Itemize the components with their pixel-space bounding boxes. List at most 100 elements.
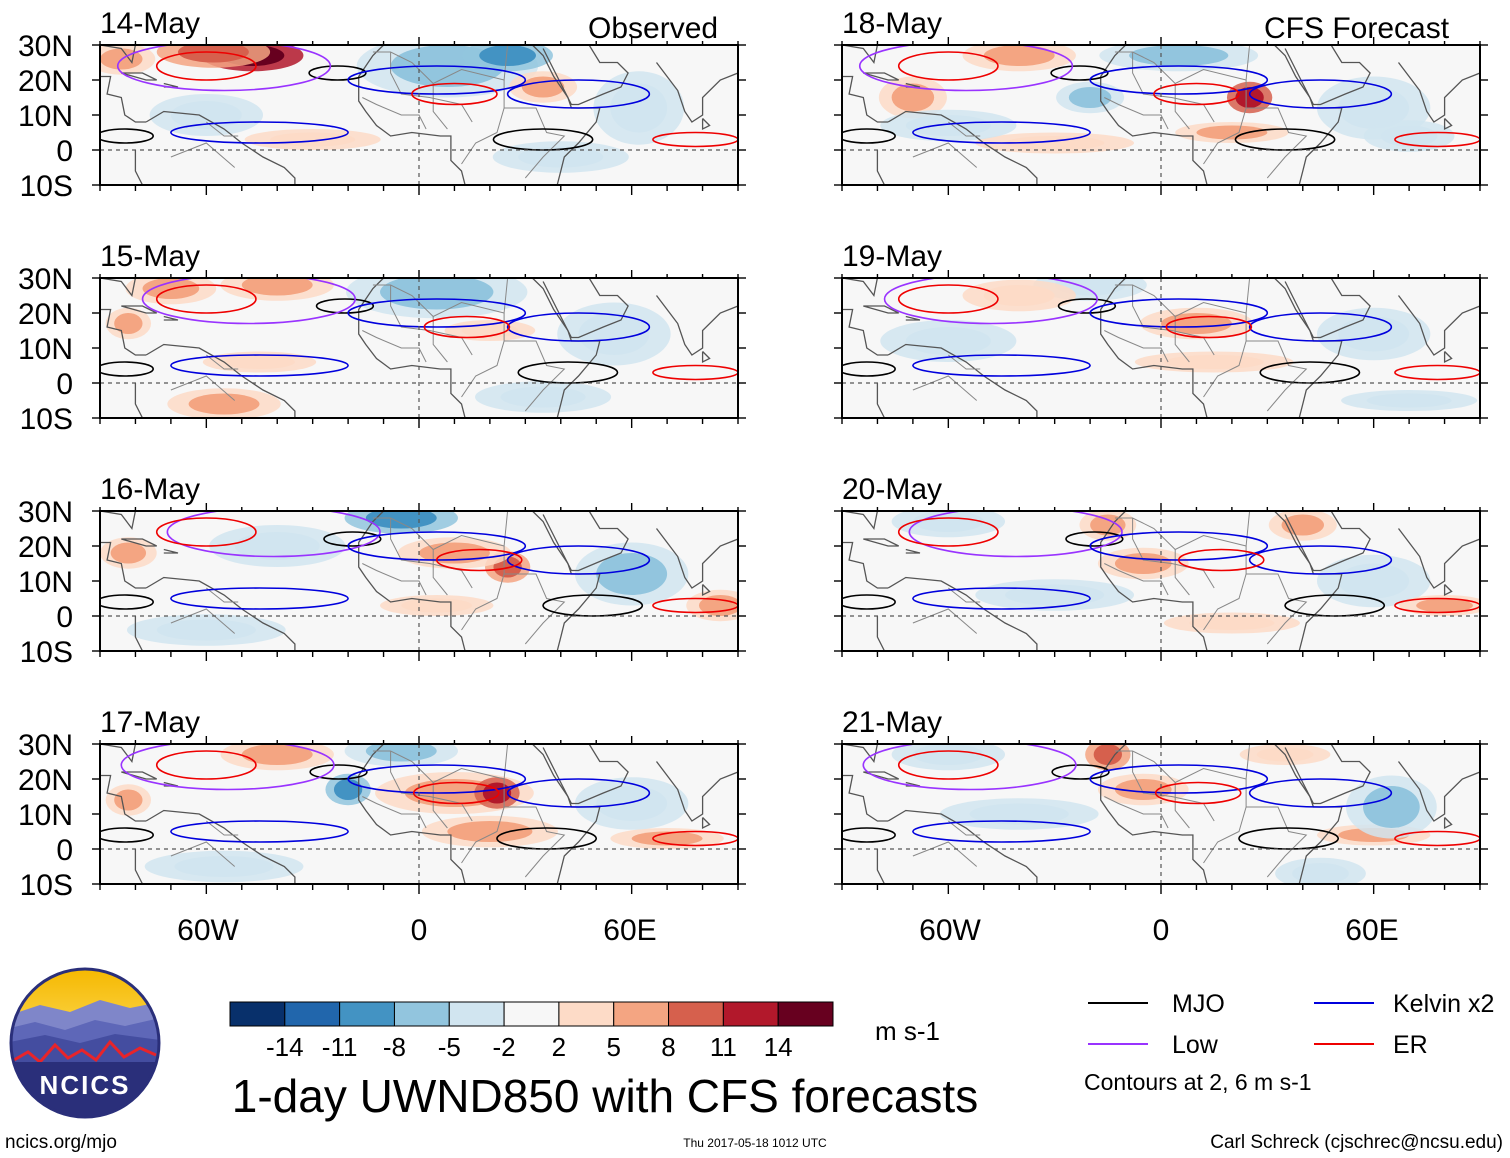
coastline bbox=[842, 278, 885, 298]
border bbox=[362, 796, 427, 829]
legend-label-mjo: MJO bbox=[1172, 990, 1225, 1018]
kelvin-contour bbox=[912, 121, 1091, 144]
anomaly-blob bbox=[983, 285, 1055, 306]
colorbar: -14 -11 -8 -5 -2 2 5 8 11 14 bbox=[229, 1001, 834, 1062]
border bbox=[1174, 782, 1190, 829]
anomaly-blob bbox=[521, 76, 565, 98]
border bbox=[390, 751, 473, 822]
low-contour bbox=[858, 45, 1074, 92]
er-contour bbox=[155, 284, 257, 314]
colorbar-tick-label: -2 bbox=[493, 1032, 516, 1062]
border bbox=[504, 573, 566, 645]
coastline bbox=[358, 45, 466, 185]
y-tick-label: 10S bbox=[20, 403, 73, 436]
colorbar-bin bbox=[722, 1001, 779, 1027]
y-tick-label: 10N bbox=[18, 100, 73, 133]
kelvin-contour bbox=[1248, 79, 1393, 109]
colorbar-tick-label: 11 bbox=[710, 1032, 737, 1062]
logo-text: NCICS bbox=[40, 1070, 131, 1100]
er-contour bbox=[1153, 82, 1240, 106]
y-tick-label: 20N bbox=[18, 531, 73, 564]
forecast-title: CFS Forecast bbox=[1264, 12, 1450, 45]
er-contour bbox=[1394, 597, 1480, 614]
border bbox=[432, 782, 448, 829]
coastline bbox=[1335, 658, 1339, 672]
coastline bbox=[655, 62, 738, 123]
border bbox=[1132, 285, 1215, 356]
border bbox=[912, 608, 978, 634]
coastline bbox=[1397, 761, 1480, 822]
x-tick-right-60e: 60E bbox=[1345, 914, 1398, 947]
colorbar-bin bbox=[229, 1001, 286, 1027]
border bbox=[947, 354, 981, 370]
coastline bbox=[1284, 744, 1371, 805]
coastline bbox=[593, 192, 597, 206]
border bbox=[362, 563, 427, 596]
coastline bbox=[163, 548, 179, 554]
er-contour bbox=[411, 82, 498, 106]
anomaly-blob bbox=[610, 83, 668, 133]
coastline bbox=[842, 45, 885, 65]
coastline bbox=[100, 744, 143, 764]
anomaly-blob bbox=[1189, 616, 1275, 630]
coastline bbox=[1284, 511, 1371, 572]
mjo-contour bbox=[100, 594, 154, 610]
observed-column: 30N20N10N010S14-May30N20N10N010S15-May30… bbox=[18, 7, 746, 902]
er-contour bbox=[652, 364, 738, 381]
anomaly-blob bbox=[1416, 598, 1473, 613]
y-tick-label: 0 bbox=[56, 135, 73, 168]
coastline bbox=[100, 308, 147, 356]
coastline bbox=[542, 511, 629, 572]
coastline bbox=[134, 616, 144, 651]
border bbox=[1104, 330, 1169, 363]
colorbar-tick-label: 5 bbox=[606, 1032, 620, 1062]
coastline bbox=[701, 584, 711, 597]
colorbar-bin bbox=[668, 1001, 724, 1027]
coastline bbox=[842, 541, 889, 589]
forecast-panel-19-May: 19-May bbox=[834, 240, 1488, 428]
border bbox=[205, 121, 239, 137]
coastline bbox=[863, 72, 899, 81]
colorbar-bin bbox=[339, 1001, 395, 1027]
mjo-contour bbox=[309, 764, 368, 780]
coastline bbox=[701, 118, 711, 131]
border bbox=[1246, 107, 1308, 179]
mjo-contour bbox=[1051, 764, 1110, 780]
er-contour bbox=[652, 830, 738, 847]
panel-date: 15-May bbox=[100, 240, 200, 273]
mjo-contour bbox=[1065, 531, 1124, 547]
anomaly-blob bbox=[234, 532, 320, 560]
x-tick-right-0: 0 bbox=[1153, 914, 1170, 947]
er-contour bbox=[1154, 781, 1242, 805]
coastline bbox=[1284, 278, 1371, 339]
coastline bbox=[863, 538, 899, 547]
y-tick-label: 0 bbox=[56, 601, 73, 634]
colorbar-bin bbox=[777, 1001, 834, 1027]
coastline bbox=[121, 305, 157, 314]
border bbox=[1246, 806, 1308, 878]
y-tick-label: 10S bbox=[20, 170, 73, 203]
coastline bbox=[542, 278, 629, 339]
mjo-contour bbox=[842, 827, 896, 843]
anomaly-blob bbox=[114, 313, 143, 334]
anomaly-blob bbox=[905, 327, 991, 355]
observed-title: Observed bbox=[588, 12, 718, 45]
border bbox=[504, 107, 566, 179]
coastline bbox=[1397, 528, 1480, 589]
anomaly-blob bbox=[1281, 514, 1325, 536]
panel-date: 18-May bbox=[842, 7, 942, 40]
low-contour bbox=[862, 744, 1077, 791]
anomaly-blob bbox=[333, 779, 363, 800]
anomaly-blob bbox=[241, 744, 313, 765]
kelvin-contour bbox=[1248, 312, 1393, 342]
anomaly-blob bbox=[1338, 87, 1410, 129]
anomaly-blob bbox=[969, 803, 1069, 825]
anomaly-blob bbox=[156, 619, 256, 641]
footer-url[interactable]: ncics.org/mjo bbox=[5, 1132, 117, 1153]
er-contour bbox=[1394, 830, 1480, 847]
anomaly-blob bbox=[1093, 744, 1123, 765]
border bbox=[1246, 573, 1308, 645]
footer-timestamp: Thu 2017-05-18 1012 UTC bbox=[683, 1136, 827, 1150]
anomaly-blob bbox=[1235, 87, 1264, 108]
